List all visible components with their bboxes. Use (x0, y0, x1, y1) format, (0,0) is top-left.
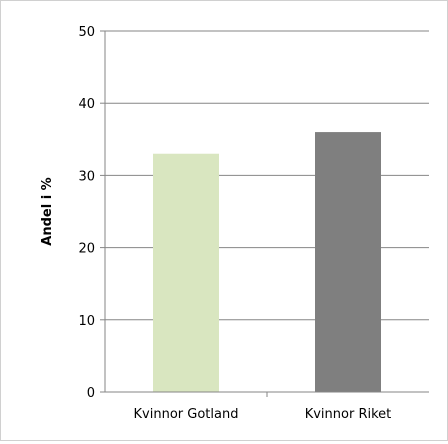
x-tick-labels: Kvinnor Gotland Kvinnor Riket (134, 407, 392, 422)
bar-kvinnor-riket (315, 132, 381, 392)
bar-kvinnor-gotland (153, 153, 219, 392)
y-tick-labels: 0 10 20 30 40 50 (78, 25, 95, 401)
y-tick-label: 50 (78, 25, 95, 40)
y-tick-label: 0 (87, 386, 95, 401)
y-tick-label: 30 (78, 169, 95, 184)
y-tick-label: 40 (78, 97, 95, 112)
bars (153, 132, 381, 392)
x-tick-label: Kvinnor Riket (305, 407, 392, 422)
axes (104, 31, 429, 393)
y-tick-label: 10 (78, 314, 95, 329)
y-tick-label: 20 (78, 242, 95, 257)
x-tick-label: Kvinnor Gotland (134, 407, 239, 422)
y-axis-title: Andel i % (40, 177, 55, 245)
